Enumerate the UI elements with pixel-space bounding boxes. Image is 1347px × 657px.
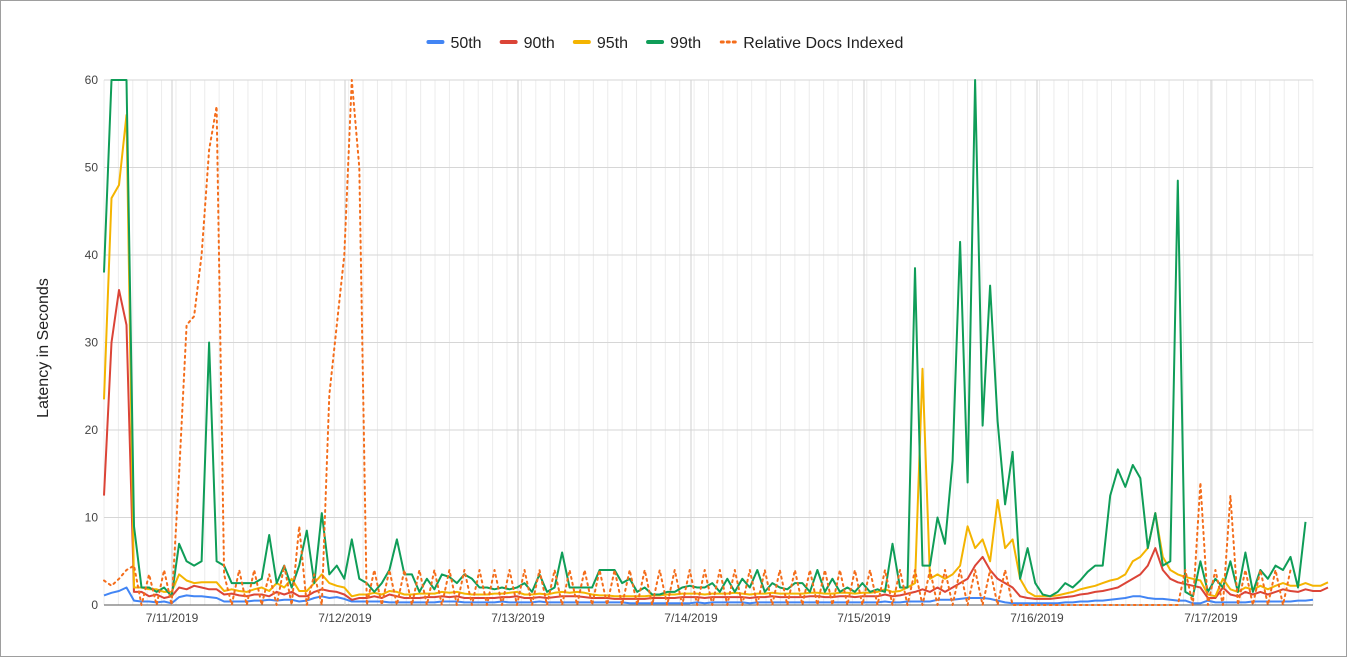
legend-item: 95th — [572, 35, 628, 52]
series-line-90th — [103, 289, 1329, 601]
legend-label: Relative Docs Indexed — [743, 35, 903, 52]
series-line-95th — [103, 114, 1329, 598]
series-line-relative-docs-indexed — [103, 79, 1292, 606]
x-tick-label: 7/16/2019 — [1010, 611, 1064, 625]
y-tick-label: 20 — [85, 423, 99, 437]
x-tick-label: 7/15/2019 — [837, 611, 891, 625]
major-gridlines — [104, 79, 1313, 606]
legend-label: 99th — [670, 35, 701, 52]
x-axis-ticks: 7/11/2019 7/12/2019 7/13/2019 7/14/2019 7/15… — [146, 611, 1238, 625]
series-line-99th — [103, 79, 1307, 598]
y-tick-label: 40 — [85, 248, 99, 262]
x-tick-label: 7/12/2019 — [318, 611, 372, 625]
series-lines — [103, 79, 1329, 606]
y-tick-label: 10 — [85, 511, 99, 525]
x-tick-label: 7/13/2019 — [491, 611, 545, 625]
legend-item: 50th — [426, 35, 482, 52]
legend: 50th 90th 95th 99th Relative Docs Indexed — [426, 35, 903, 52]
legend-label: 95th — [597, 35, 628, 52]
x-tick-label: 7/17/2019 — [1184, 611, 1238, 625]
x-tick-label: 7/14/2019 — [664, 611, 718, 625]
legend-label: 50th — [450, 35, 481, 52]
legend-item: 90th — [499, 35, 555, 52]
legend-item: 99th — [646, 35, 701, 52]
y-axis-ticks: 0 10 20 30 40 50 60 — [85, 73, 99, 612]
legend-item: Relative Docs Indexed — [719, 35, 903, 52]
y-tick-label: 30 — [85, 336, 99, 350]
legend-label: 90th — [524, 35, 555, 52]
y-tick-label: 60 — [85, 73, 99, 87]
x-tick-label: 7/11/2019 — [146, 611, 199, 625]
y-tick-label: 50 — [85, 161, 99, 175]
y-axis-title: Latency in Seconds — [35, 278, 52, 418]
y-tick-label: 0 — [91, 598, 98, 612]
